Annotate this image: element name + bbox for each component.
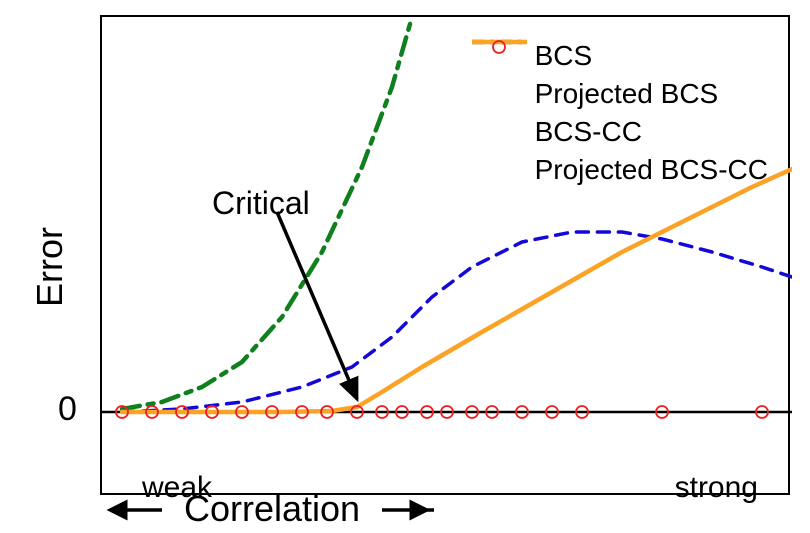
- legend-label: Projected BCS-CC: [535, 154, 768, 186]
- legend-label: BCS-CC: [535, 116, 642, 148]
- legend-swatch-projected-bcs-cc: [472, 155, 527, 185]
- critical-annotation: Critical: [212, 185, 310, 222]
- legend-label: BCS: [535, 40, 593, 72]
- legend-label: Projected BCS: [535, 78, 719, 110]
- legend: BCS Projected BCS BCS-CC Projected BCS-C…: [472, 37, 768, 189]
- legend-item-projected-bcs: Projected BCS: [472, 75, 768, 113]
- plot-area: BCS Projected BCS BCS-CC Projected BCS-C…: [100, 15, 790, 495]
- svg-text:Correlation: Correlation: [184, 488, 360, 529]
- x-label-strong: strong: [675, 471, 758, 505]
- y-axis-label: Error: [29, 227, 71, 307]
- legend-swatch-projected-bcs: [472, 79, 527, 109]
- chart-container: Error 0 BCS Projected BCS BCS-CC: [0, 0, 810, 533]
- legend-item-bcs-cc: BCS-CC: [472, 113, 768, 151]
- y-tick-zero: 0: [58, 390, 77, 429]
- legend-item-projected-bcs-cc: Projected BCS-CC: [472, 151, 768, 189]
- legend-swatch-bcs-cc: [472, 117, 527, 147]
- x-axis-arrows: Correlation: [102, 488, 442, 532]
